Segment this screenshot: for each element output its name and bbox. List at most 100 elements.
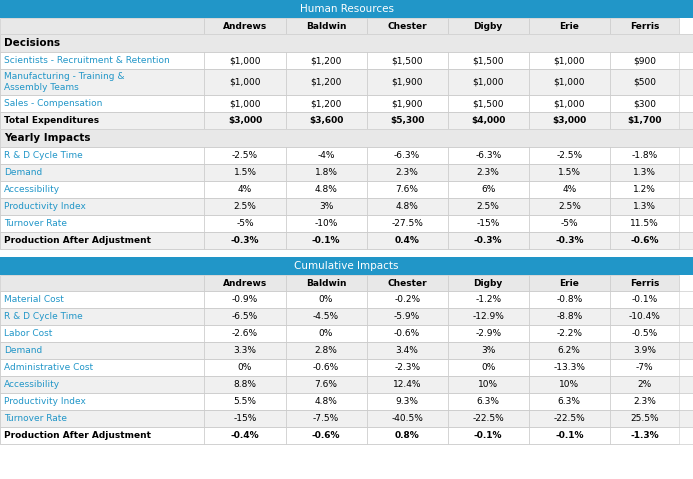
Bar — [448, 342, 529, 359]
Text: Production After Adjustment: Production After Adjustment — [4, 431, 151, 440]
Text: 10%: 10% — [478, 380, 498, 389]
Text: $1,500: $1,500 — [473, 99, 504, 108]
Text: -1.8%: -1.8% — [631, 151, 658, 160]
Bar — [0, 215, 693, 232]
Bar — [204, 393, 286, 410]
Text: Manufacturing - Training &
Assembly Teams: Manufacturing - Training & Assembly Team… — [4, 72, 125, 91]
Bar — [286, 427, 367, 444]
Text: Cumulative Impacts: Cumulative Impacts — [295, 261, 398, 271]
Text: -10%: -10% — [315, 219, 337, 228]
Bar — [0, 359, 693, 376]
Bar — [529, 232, 610, 249]
Text: -10.4%: -10.4% — [629, 312, 660, 321]
Text: 0%: 0% — [319, 295, 333, 304]
Bar — [367, 69, 448, 95]
Text: -22.5%: -22.5% — [473, 414, 504, 423]
Text: $3,000: $3,000 — [228, 116, 262, 125]
Text: $1,000: $1,000 — [473, 78, 504, 87]
Bar — [204, 215, 286, 232]
Bar — [367, 291, 448, 308]
Bar — [204, 410, 286, 427]
Text: 1.2%: 1.2% — [633, 185, 656, 194]
Bar — [286, 393, 367, 410]
Text: -27.5%: -27.5% — [392, 219, 423, 228]
Text: R & D Cycle Time: R & D Cycle Time — [4, 312, 82, 321]
Text: -40.5%: -40.5% — [392, 414, 423, 423]
Text: 1.3%: 1.3% — [633, 202, 656, 211]
Bar — [204, 18, 286, 34]
Text: Demand: Demand — [4, 346, 42, 355]
Bar — [286, 291, 367, 308]
Text: -0.6%: -0.6% — [630, 236, 659, 245]
Bar — [448, 164, 529, 181]
Text: $1,200: $1,200 — [310, 99, 342, 108]
Bar — [529, 181, 610, 198]
Text: 2.8%: 2.8% — [315, 346, 337, 355]
Text: $1,000: $1,000 — [229, 99, 261, 108]
Text: Chester: Chester — [387, 22, 427, 31]
Text: -0.2%: -0.2% — [394, 295, 420, 304]
Text: -2.5%: -2.5% — [556, 151, 582, 160]
Bar — [0, 95, 204, 112]
Text: 9.3%: 9.3% — [396, 397, 419, 406]
Text: $900: $900 — [633, 56, 656, 65]
Bar — [367, 181, 448, 198]
Text: 2.3%: 2.3% — [477, 168, 500, 177]
Bar — [610, 181, 679, 198]
Text: 2.5%: 2.5% — [477, 202, 500, 211]
Bar — [286, 308, 367, 325]
Bar — [448, 427, 529, 444]
Bar — [367, 308, 448, 325]
Text: -2.6%: -2.6% — [232, 329, 258, 338]
Bar — [448, 325, 529, 342]
Bar — [204, 69, 286, 95]
Text: -5.9%: -5.9% — [394, 312, 420, 321]
Text: -5%: -5% — [561, 219, 578, 228]
Text: 4.8%: 4.8% — [315, 185, 337, 194]
Bar — [0, 34, 693, 52]
Bar — [286, 215, 367, 232]
Text: 2.5%: 2.5% — [558, 202, 581, 211]
Bar — [448, 359, 529, 376]
Bar — [448, 69, 529, 95]
Text: $1,000: $1,000 — [554, 56, 585, 65]
Bar — [0, 215, 204, 232]
Bar — [204, 342, 286, 359]
Bar — [0, 164, 693, 181]
Text: Decisions: Decisions — [4, 38, 60, 48]
Text: 1.8%: 1.8% — [315, 168, 337, 177]
Bar — [0, 342, 204, 359]
Bar — [610, 215, 679, 232]
Text: Administrative Cost: Administrative Cost — [4, 363, 93, 372]
Bar — [0, 147, 204, 164]
Text: R & D Cycle Time: R & D Cycle Time — [4, 151, 82, 160]
Bar — [529, 147, 610, 164]
Bar — [0, 393, 204, 410]
Text: Demand: Demand — [4, 168, 42, 177]
Bar — [448, 393, 529, 410]
Bar — [610, 147, 679, 164]
Text: 7.6%: 7.6% — [315, 380, 337, 389]
Text: Ferris: Ferris — [630, 278, 659, 287]
Bar — [529, 215, 610, 232]
Bar — [529, 410, 610, 427]
Text: Chester: Chester — [387, 278, 427, 287]
Bar — [0, 376, 204, 393]
Text: $4,000: $4,000 — [471, 116, 505, 125]
Text: -6.5%: -6.5% — [232, 312, 258, 321]
Text: $1,500: $1,500 — [473, 56, 504, 65]
Text: $1,500: $1,500 — [392, 56, 423, 65]
Bar — [529, 325, 610, 342]
Bar — [610, 275, 679, 291]
Text: Total Expenditures: Total Expenditures — [4, 116, 99, 125]
Bar — [367, 359, 448, 376]
Text: -15%: -15% — [477, 219, 500, 228]
Bar — [0, 359, 204, 376]
Bar — [204, 291, 286, 308]
Bar — [367, 147, 448, 164]
Bar — [286, 198, 367, 215]
Text: Yearly Impacts: Yearly Impacts — [4, 133, 91, 143]
Bar — [610, 112, 679, 129]
Text: -6.3%: -6.3% — [475, 151, 501, 160]
Text: 0.8%: 0.8% — [395, 431, 419, 440]
